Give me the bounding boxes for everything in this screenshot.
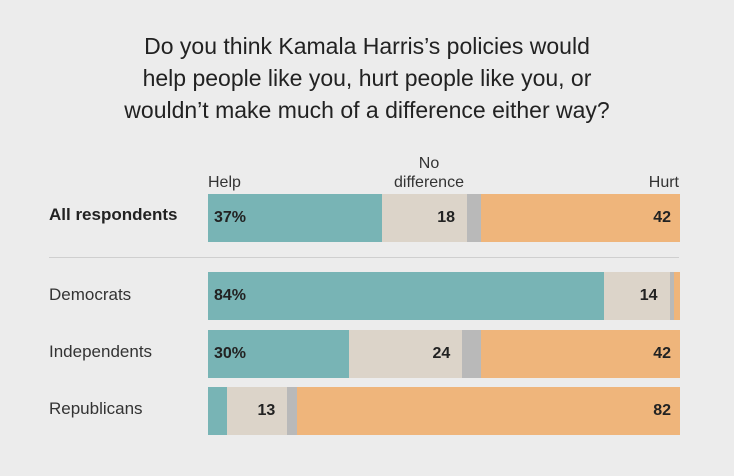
bar-segment-unsure xyxy=(467,194,483,242)
bar-segment-unsure xyxy=(462,330,483,378)
data-label-hurt: 82 xyxy=(653,402,671,419)
bar-segment-help xyxy=(208,330,350,378)
row-label-republicans: Republicans xyxy=(49,399,143,418)
column-label-no-difference-line-2: difference xyxy=(394,174,464,191)
chart-title: Do you think Kamala Harris’s policies wo… xyxy=(0,30,734,126)
data-label-no-difference: 13 xyxy=(257,402,276,419)
bar-segment-hurt xyxy=(296,387,680,435)
bar-segment-help xyxy=(208,272,605,320)
column-label-help: Help xyxy=(208,174,241,191)
data-label-no-difference: 18 xyxy=(437,209,456,226)
column-label-hurt: Hurt xyxy=(648,174,679,191)
data-label-no-difference: 14 xyxy=(639,287,658,304)
data-label-hurt: 42 xyxy=(653,345,671,362)
bar-all-respondents: 37% 18 42 xyxy=(208,194,681,242)
bar-republicans: 13 82 xyxy=(208,387,680,435)
bar-segment-unsure xyxy=(287,387,298,435)
column-label-no-difference-line-1: No xyxy=(418,155,440,172)
data-label-help: 37% xyxy=(214,209,247,226)
bar-segment-no-difference xyxy=(349,330,464,378)
bar-independents: 30% 24 42 xyxy=(208,330,681,378)
data-label-help: 30% xyxy=(214,345,247,362)
bar-segment-help xyxy=(208,194,383,242)
column-label-no-difference: No difference xyxy=(387,154,471,192)
title-line-2: help people like you, hurt people like y… xyxy=(142,65,592,91)
bar-segment-hurt xyxy=(481,194,681,242)
data-label-hurt: 42 xyxy=(653,209,671,226)
bar-segment-no-difference xyxy=(603,272,671,320)
row-label-all-respondents: All respondents xyxy=(49,205,178,224)
bar-segment-hurt xyxy=(481,330,681,378)
bar-democrats: 84% 14 xyxy=(208,272,681,320)
title-line-3: wouldn’t make much of a difference eithe… xyxy=(124,97,610,123)
row-label-democrats: Democrats xyxy=(49,285,132,304)
data-label-help: 84% xyxy=(214,287,247,304)
data-label-no-difference: 24 xyxy=(432,345,451,362)
title-line-1: Do you think Kamala Harris’s policies wo… xyxy=(144,33,590,59)
bar-segment-unsure xyxy=(669,272,676,320)
bar-segment-help xyxy=(208,387,228,435)
divider xyxy=(49,257,679,258)
bar-segment-no-difference xyxy=(382,194,469,242)
row-label-independents: Independents xyxy=(49,342,153,361)
bar-segment-hurt xyxy=(674,272,681,320)
bar-segment-no-difference xyxy=(226,387,289,435)
